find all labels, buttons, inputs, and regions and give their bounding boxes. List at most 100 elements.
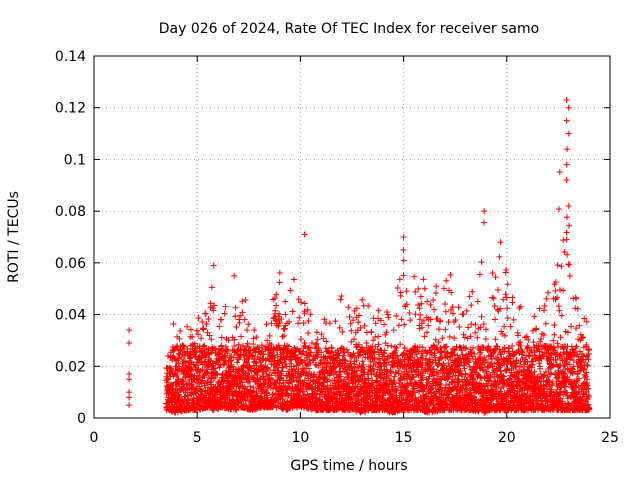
data-point bbox=[205, 350, 212, 357]
data-point bbox=[468, 321, 475, 328]
data-point bbox=[211, 302, 218, 309]
data-point bbox=[345, 304, 352, 311]
data-point bbox=[450, 310, 457, 317]
data-point bbox=[482, 335, 489, 342]
data-point bbox=[281, 332, 288, 339]
data-point bbox=[444, 402, 451, 409]
data-point bbox=[195, 331, 202, 338]
data-point bbox=[461, 334, 468, 341]
data-point bbox=[282, 298, 289, 305]
data-point bbox=[355, 319, 362, 326]
data-point bbox=[472, 321, 479, 328]
data-point bbox=[246, 364, 253, 371]
data-point bbox=[204, 384, 211, 391]
data-point bbox=[283, 386, 290, 393]
data-point bbox=[372, 334, 379, 341]
data-point bbox=[415, 285, 422, 292]
data-point bbox=[502, 291, 509, 298]
data-point bbox=[238, 333, 245, 340]
data-point bbox=[375, 341, 382, 348]
data-point bbox=[348, 338, 355, 345]
data-point bbox=[424, 298, 431, 305]
data-point bbox=[410, 373, 417, 380]
data-point bbox=[393, 312, 400, 319]
data-point bbox=[353, 357, 360, 364]
data-point bbox=[348, 327, 355, 334]
data-point bbox=[415, 302, 422, 309]
data-point bbox=[435, 371, 442, 378]
data-point bbox=[356, 312, 363, 319]
data-point bbox=[347, 320, 354, 327]
data-point bbox=[374, 378, 381, 385]
data-point bbox=[536, 338, 543, 345]
data-point bbox=[276, 279, 283, 286]
data-point bbox=[442, 308, 449, 315]
data-point bbox=[328, 348, 335, 355]
data-point bbox=[239, 298, 246, 305]
data-point bbox=[477, 324, 484, 331]
data-points bbox=[126, 96, 593, 416]
data-point bbox=[279, 333, 286, 340]
data-point bbox=[169, 399, 176, 406]
data-point bbox=[361, 347, 368, 354]
data-point bbox=[279, 359, 286, 366]
data-point bbox=[189, 333, 196, 340]
data-point bbox=[489, 270, 496, 277]
data-point bbox=[250, 375, 257, 382]
data-point bbox=[396, 276, 403, 283]
data-point bbox=[331, 364, 338, 371]
data-point bbox=[218, 334, 225, 341]
data-point bbox=[461, 345, 468, 352]
data-point bbox=[467, 333, 474, 340]
data-point bbox=[460, 310, 467, 317]
data-point bbox=[175, 355, 182, 362]
data-point bbox=[507, 323, 514, 330]
data-point bbox=[416, 387, 423, 394]
data-point bbox=[448, 289, 455, 296]
data-point bbox=[180, 343, 187, 350]
data-point bbox=[301, 310, 308, 317]
data-point bbox=[224, 348, 231, 355]
data-point bbox=[243, 402, 250, 409]
data-point bbox=[234, 359, 241, 366]
data-point bbox=[372, 398, 379, 405]
data-point bbox=[309, 383, 316, 390]
data-point bbox=[563, 229, 570, 236]
data-point bbox=[258, 342, 265, 349]
data-point bbox=[423, 357, 430, 364]
data-point bbox=[263, 371, 270, 378]
data-point bbox=[421, 285, 428, 292]
data-point bbox=[440, 285, 447, 292]
data-point bbox=[418, 364, 425, 371]
data-point bbox=[560, 287, 567, 294]
data-point bbox=[446, 333, 453, 340]
data-point bbox=[287, 287, 294, 294]
data-point bbox=[417, 311, 424, 318]
data-point bbox=[353, 305, 360, 312]
data-point bbox=[509, 294, 516, 301]
data-point bbox=[250, 388, 257, 395]
data-point bbox=[501, 323, 508, 330]
data-point bbox=[340, 352, 347, 359]
data-point bbox=[442, 382, 449, 389]
data-point bbox=[383, 329, 390, 336]
data-point bbox=[432, 354, 439, 361]
data-point bbox=[313, 329, 320, 336]
data-point bbox=[388, 343, 395, 350]
data-point bbox=[249, 352, 256, 359]
data-point bbox=[404, 372, 411, 379]
data-point bbox=[420, 276, 427, 283]
chart-title: Day 026 of 2024, Rate Of TEC Index for r… bbox=[159, 21, 539, 37]
data-point bbox=[357, 324, 364, 331]
data-point bbox=[271, 314, 278, 321]
data-point bbox=[474, 334, 481, 341]
data-point bbox=[342, 366, 349, 373]
data-point bbox=[400, 246, 407, 253]
data-point bbox=[531, 313, 538, 320]
data-point bbox=[443, 277, 450, 284]
data-point bbox=[204, 369, 211, 376]
data-point bbox=[400, 257, 407, 264]
data-point bbox=[208, 336, 215, 343]
data-point bbox=[423, 329, 430, 336]
